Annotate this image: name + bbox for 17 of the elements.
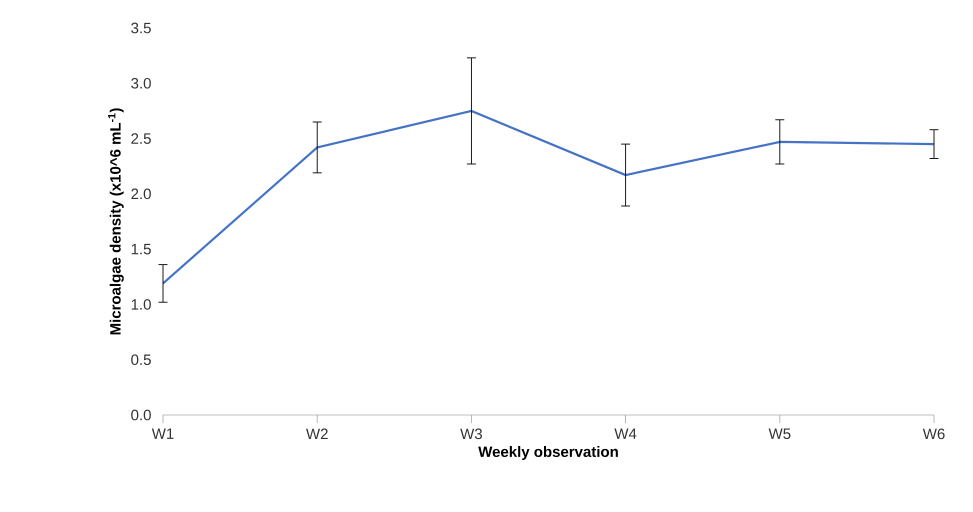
y-tick-label: 0.5 [131, 354, 151, 366]
x-tick-label: W4 [614, 428, 636, 439]
y-tick-label: 1.0 [132, 299, 151, 310]
y-axis-title: Microalgae density (x10^6 mL$^{-1}$) [108, 108, 124, 334]
x-tick-label: W6 [922, 428, 945, 440]
y-tick-label: 2.0 [131, 188, 151, 200]
line-series [162, 110, 936, 285]
y-tick-label: 1.5 [132, 244, 151, 254]
x-tick-label: W3 [460, 428, 482, 440]
y-tick-label: 3.5 [131, 22, 151, 34]
y-tick-label: 0.0 [131, 410, 151, 420]
y-tick-label: 3.0 [131, 78, 151, 89]
x-tick-label: W1 [152, 428, 174, 439]
y-tick-label: 2.5 [131, 133, 151, 144]
x-axis-title: Weekly observation [478, 446, 618, 460]
x-tick-label: W5 [768, 428, 790, 439]
x-tick-label: W2 [306, 428, 328, 440]
